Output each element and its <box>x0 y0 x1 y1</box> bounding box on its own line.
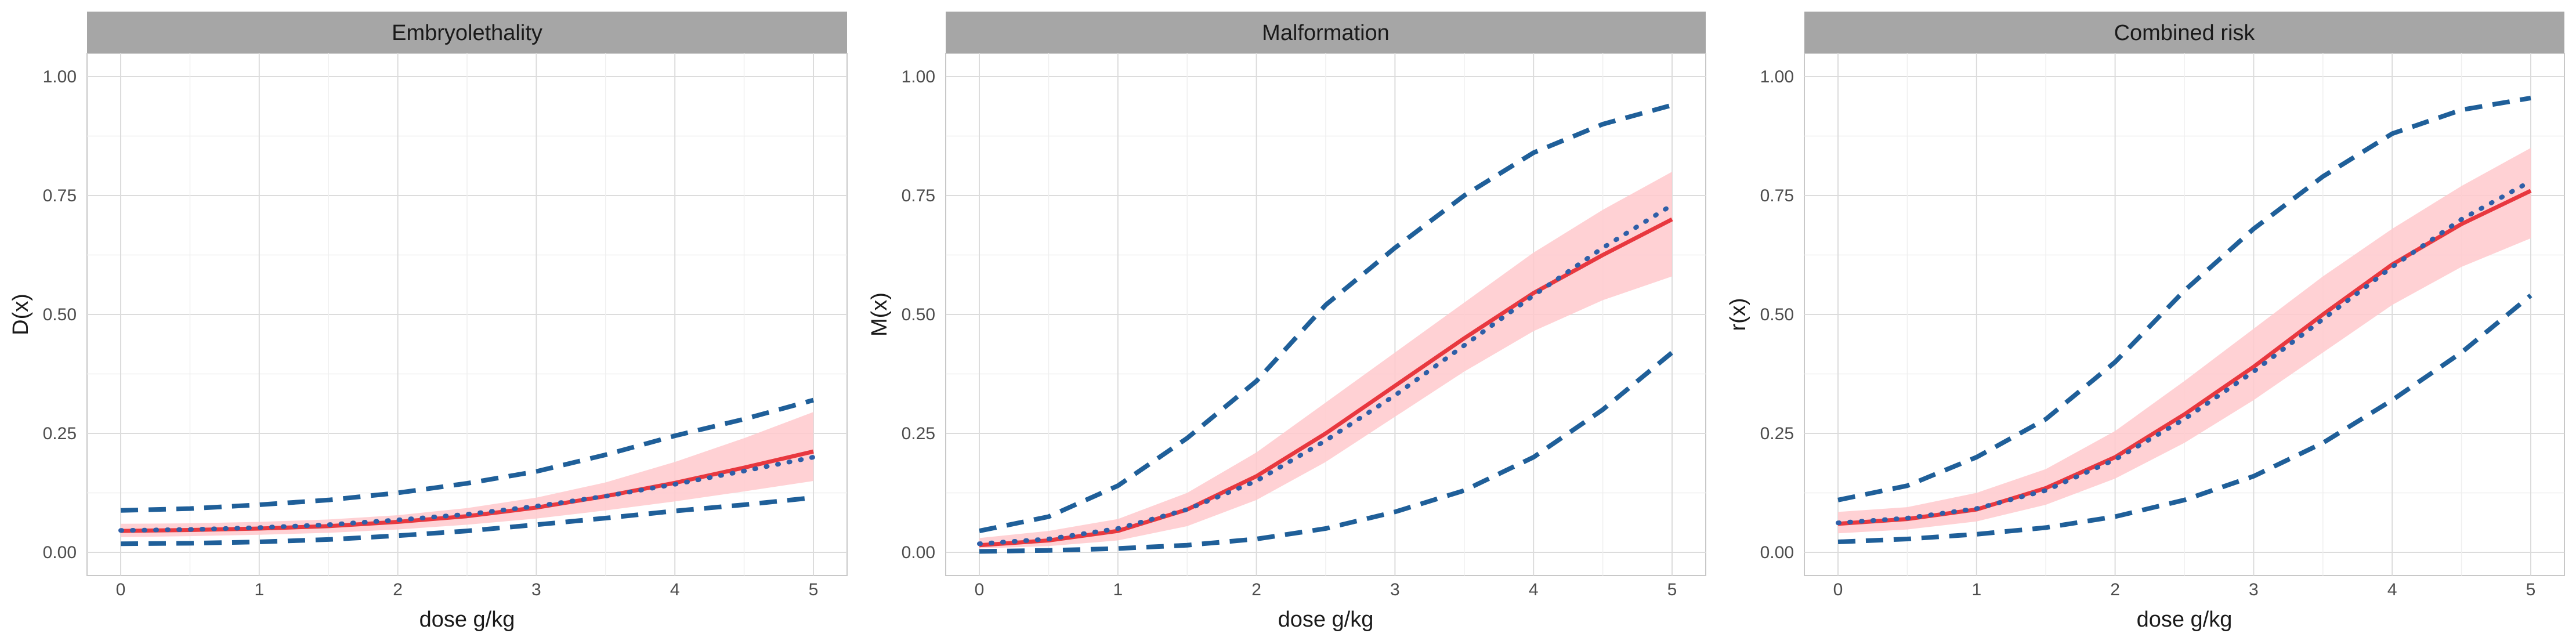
x-tick-label: 1 <box>1971 580 1981 599</box>
x-tick-label: 4 <box>2387 580 2397 599</box>
lines-layer <box>1836 95 2533 544</box>
lower-bound-dashed-line <box>1837 294 2532 544</box>
x-tick-label: 5 <box>1667 580 1677 599</box>
x-tick-label: 4 <box>1529 580 1539 599</box>
y-tick-label: 0.25 <box>1760 424 1794 443</box>
y-tick-label: 1.00 <box>43 67 77 86</box>
x-tick-label: 2 <box>1251 580 1261 599</box>
lines-layer <box>977 103 1674 554</box>
y-tick-label: 1.00 <box>1760 67 1794 86</box>
y-axis-title: D(x) <box>9 294 33 335</box>
y-tick-label: 1.00 <box>902 67 935 86</box>
grid-layer <box>87 53 847 576</box>
ribbon-layer <box>121 412 813 537</box>
panel-title: Malformation <box>1262 21 1390 45</box>
y-tick-label: 0.75 <box>1760 186 1794 205</box>
y-axis-title: M(x) <box>867 292 892 337</box>
grid-layer <box>946 53 1706 576</box>
panel-malformation: Malformation 0.00 0.25 0.50 0.75 1.00 0 … <box>867 12 1706 632</box>
strip-background <box>946 12 1706 53</box>
x-tick-label: 5 <box>2526 580 2536 599</box>
x-tick-label: 2 <box>393 580 403 599</box>
true-curve-dotted-line <box>118 455 816 533</box>
strip-background <box>87 12 847 53</box>
x-axis-title: dose g/kg <box>2137 607 2233 632</box>
x-tick-label: 3 <box>2249 580 2259 599</box>
x-tick-label: 5 <box>809 580 819 599</box>
x-tick-label: 4 <box>670 580 680 599</box>
y-tick-label: 0.25 <box>43 424 77 443</box>
y-axis-title: r(x) <box>1726 298 1750 331</box>
panel-title: Embryolethality <box>392 21 542 45</box>
lower-bound-dashed-line <box>120 495 814 547</box>
x-tick-label: 0 <box>1833 580 1843 599</box>
x-tick-label: 0 <box>116 580 126 599</box>
x-tick-label: 1 <box>1113 580 1123 599</box>
panel-embryolethality: Embryolethality 0.00 0.25 0.50 0.75 1.00… <box>9 12 848 632</box>
x-tick-label: 1 <box>254 580 264 599</box>
y-tick-label: 0.00 <box>902 543 935 562</box>
y-tick-label: 0.50 <box>1760 305 1794 324</box>
y-tick-label: 0.75 <box>902 186 935 205</box>
true-curve-dotted-line <box>1836 179 2533 526</box>
confidence-band <box>1838 148 2531 534</box>
x-tick-label: 0 <box>975 580 985 599</box>
lower-bound-dashed-line <box>979 350 1674 554</box>
x-tick-label: 3 <box>1390 580 1400 599</box>
lines-layer <box>118 397 816 547</box>
x-axis-title: dose g/kg <box>419 607 515 632</box>
x-tick-label: 2 <box>2110 580 2120 599</box>
panel-title: Combined risk <box>2114 21 2256 45</box>
upper-bound-dashed-line <box>1837 95 2531 502</box>
x-axis-title: dose g/kg <box>1278 607 1374 632</box>
upper-bound-dashed-line <box>120 397 815 513</box>
true-curve-dotted-line <box>977 202 1674 547</box>
y-tick-label: 0.25 <box>902 424 935 443</box>
upper-bound-dashed-line <box>979 103 1673 534</box>
y-tick-label: 0.00 <box>1760 543 1794 562</box>
grid-layer <box>1804 53 2564 576</box>
ribbon-layer <box>1838 148 2531 534</box>
y-tick-label: 0.50 <box>43 305 77 324</box>
x-tick-label: 3 <box>531 580 541 599</box>
y-tick-label: 0.50 <box>902 305 935 324</box>
strip-background <box>1804 12 2564 53</box>
y-tick-label: 0.75 <box>43 186 77 205</box>
y-tick-label: 0.00 <box>43 543 77 562</box>
confidence-band <box>121 412 813 537</box>
panel-combined-risk: Combined risk 0.00 0.25 0.50 0.75 1.00 0… <box>1726 12 2565 632</box>
